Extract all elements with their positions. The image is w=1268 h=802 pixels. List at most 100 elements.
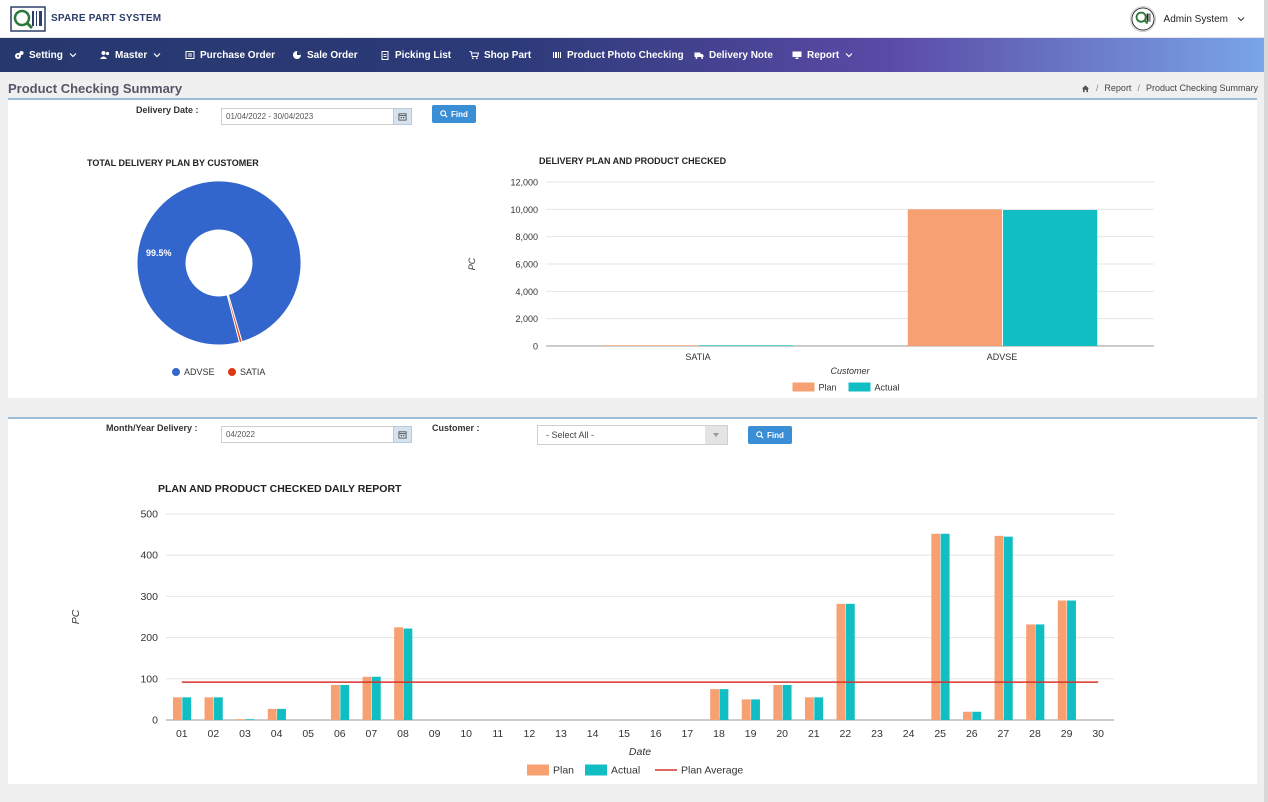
y-tick-label: 400 [140, 550, 158, 562]
breadcrumb-item-current: Product Checking Summary [1145, 83, 1258, 93]
x-tick-label: 14 [587, 728, 599, 740]
pie-slice-satia [226, 294, 243, 343]
user-menu[interactable]: Admin System [1129, 6, 1246, 32]
x-tick-label: ADVSE [987, 352, 1018, 362]
nav-label: Shop Part [484, 49, 532, 61]
list-icon [185, 51, 195, 59]
delivery-date-input[interactable]: 01/04/2022 - 30/04/2023 [221, 108, 394, 125]
nav-label: Purchase Order [200, 49, 276, 61]
nav-setting[interactable]: Setting [14, 38, 78, 72]
nav-report[interactable]: Report [792, 38, 854, 72]
bar-actual [719, 689, 729, 720]
nav-delivery-note[interactable]: Delivery Note [694, 38, 773, 72]
customer-select-value: - Select All - [546, 430, 595, 440]
bar-actual [1035, 624, 1045, 720]
search-icon [440, 110, 448, 118]
y-tick-label: 100 [140, 673, 158, 685]
bar-plan [236, 719, 245, 720]
nav-purchase-order[interactable]: Purchase Order [185, 38, 275, 72]
x-tick-label: 05 [302, 728, 314, 740]
daily-chart-title: PLAN AND PRODUCT CHECKED DAILY REPORT [158, 483, 402, 495]
nav-picking-list[interactable]: Picking List [380, 38, 451, 72]
avatar [1129, 6, 1156, 32]
find-button[interactable]: Find [748, 426, 792, 444]
x-tick-label: 21 [808, 728, 820, 740]
x-tick-label: 07 [366, 728, 378, 740]
pie-icon [293, 51, 301, 59]
bar-plan [267, 708, 277, 720]
x-tick-label: 06 [334, 728, 346, 740]
x-tick-label: 04 [271, 728, 283, 740]
find-button[interactable]: Find [432, 105, 476, 123]
chevron-down-icon [69, 53, 77, 58]
month-year-input[interactable]: 04/2022 [221, 426, 394, 443]
clipboard-icon [381, 51, 389, 60]
logo-icon [10, 6, 46, 32]
find-button-label: Find [767, 430, 784, 440]
legend-marker-actual [585, 764, 607, 776]
legend-label-actual: Actual [875, 383, 900, 393]
customer-bar-chart-title: DELIVERY PLAN AND PRODUCT CHECKED [539, 156, 727, 166]
breadcrumb-item-report[interactable]: Report [1104, 83, 1132, 93]
nav-label: Sale Order [307, 49, 358, 61]
bar-plan [773, 684, 783, 720]
x-tick-label: 11 [492, 728, 503, 740]
x-tick-label: 24 [903, 728, 915, 740]
top-header: SPARE PART SYSTEM Admin System [0, 0, 1268, 38]
brand-name: SPARE PART SYSTEM [51, 13, 162, 24]
bar-actual [340, 684, 350, 720]
bar-plan [836, 603, 846, 720]
scrollbar[interactable] [1264, 0, 1268, 802]
chevron-down-icon [845, 53, 853, 58]
bar-actual [751, 699, 760, 720]
calendar-icon [398, 431, 407, 439]
x-tick-label: 16 [650, 728, 662, 740]
nav-product-photo-checking[interactable]: Product Photo Checking [552, 38, 684, 72]
chevron-down-icon [153, 53, 161, 58]
customer-select[interactable]: - Select All - [537, 425, 728, 445]
breadcrumb: / Report / Product Checking Summary [1081, 83, 1258, 93]
y-tick-label: 500 [140, 509, 158, 521]
home-icon[interactable] [1081, 84, 1090, 93]
nav-sale-order[interactable]: Sale Order [292, 38, 358, 72]
delivery-date-label: Delivery Date : [136, 105, 199, 115]
month-year-label: Month/Year Delivery : [106, 423, 198, 433]
nav-shop-part[interactable]: Shop Part [469, 38, 531, 72]
nav-label: Master [115, 49, 148, 61]
find-button-label: Find [451, 109, 468, 119]
bar-actual [845, 603, 855, 720]
y-axis-title: PC [467, 257, 477, 270]
monitor-icon [792, 51, 802, 59]
breadcrumb-separator: / [1137, 83, 1140, 93]
bar-plan [1057, 600, 1067, 720]
pie-slice-advse [136, 180, 302, 346]
page-title: Product Checking Summary [8, 81, 183, 96]
x-tick-label: 08 [397, 728, 409, 740]
x-tick-label: 25 [934, 728, 946, 740]
calendar-button[interactable] [393, 108, 412, 125]
legend-label-advse: ADVSE [184, 367, 215, 377]
x-tick-label: 17 [682, 728, 694, 740]
bar-plan [710, 689, 719, 720]
x-tick-label: 20 [776, 728, 788, 740]
y-tick-label: 0 [533, 342, 538, 352]
x-tick-label: 30 [1092, 728, 1104, 740]
nav-master[interactable]: Master [100, 38, 162, 72]
search-icon [756, 431, 764, 439]
x-tick-label: 23 [871, 728, 883, 740]
x-tick-label: 19 [745, 728, 757, 740]
x-tick-label: 02 [208, 728, 220, 740]
bar-plan [804, 697, 814, 720]
y-tick-label: 8,000 [515, 232, 538, 242]
calendar-button[interactable] [393, 426, 412, 443]
pie-chart-title: TOTAL DELIVERY PLAN BY CUSTOMER [87, 158, 259, 168]
x-tick-label: 27 [998, 728, 1010, 740]
y-tick-label: 10,000 [510, 205, 538, 215]
bar-actual [403, 628, 413, 720]
bar-actual [371, 676, 381, 720]
x-tick-label: 12 [524, 728, 536, 740]
y-tick-label: 0 [152, 715, 158, 727]
legend-label-plan: Plan [819, 383, 837, 393]
bar-actual [213, 697, 223, 720]
bar-plan [204, 697, 214, 720]
